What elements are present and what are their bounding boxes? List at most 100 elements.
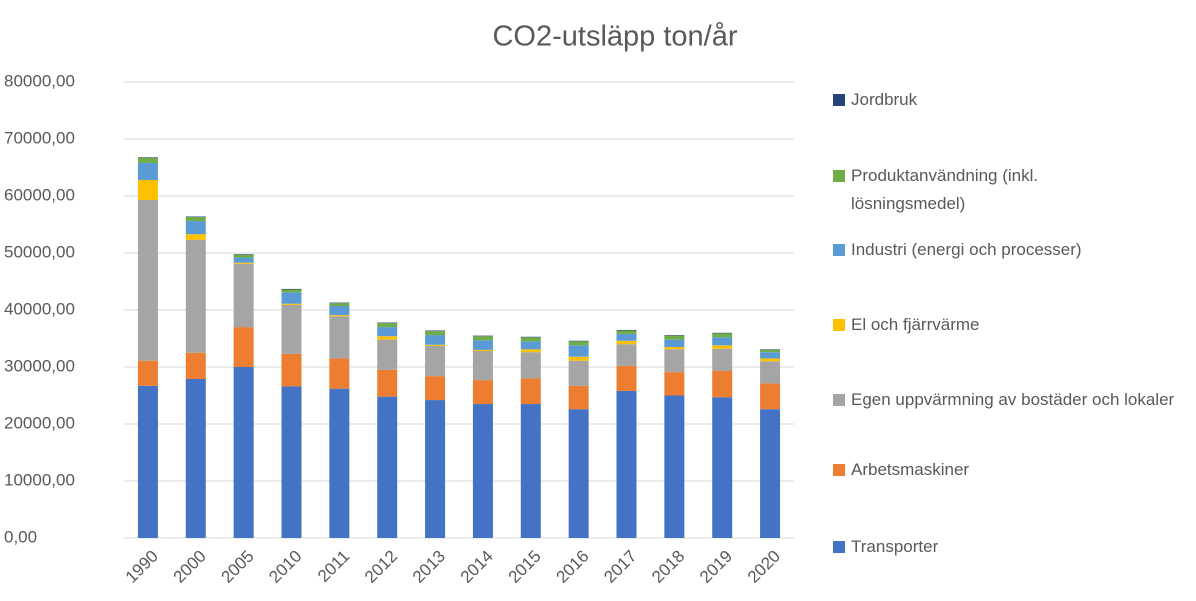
bar-segment (233, 327, 254, 367)
y-tick-label: 20000,00 (4, 413, 75, 432)
bar-segment (472, 404, 493, 538)
bar-segment (616, 390, 637, 538)
bar-segment (377, 322, 398, 324)
legend-item: Industri (energi och processer) (833, 236, 1188, 264)
bar-segment (425, 331, 446, 336)
bar-segment (281, 386, 302, 538)
legend-swatch (833, 244, 845, 256)
bar-segment (760, 352, 781, 359)
bar-segment (472, 380, 493, 405)
y-tick-label: 30000,00 (4, 356, 75, 375)
bar-segment (233, 254, 254, 258)
bar-segment (712, 397, 733, 538)
bar-segment (616, 340, 637, 345)
bar-segment (664, 372, 685, 396)
bar-segment (568, 385, 589, 410)
bar-segment (568, 356, 589, 361)
legend-label: Jordbruk (851, 90, 918, 109)
bar-segment (616, 333, 637, 341)
bar-segment (664, 347, 685, 350)
bar-segment (137, 360, 158, 386)
y-tick-label: 40000,00 (4, 299, 75, 318)
bar-segment (568, 341, 589, 346)
bar-segment (329, 303, 350, 307)
bar-segment (377, 369, 398, 397)
bar-segment (520, 349, 541, 353)
bar-segment (472, 351, 493, 381)
bar-segment (185, 239, 206, 353)
bar-segment (472, 349, 493, 352)
bar-segment (281, 304, 302, 354)
bar-segment (425, 330, 446, 332)
bar-segment (425, 345, 446, 377)
x-tick-label: 2015 (505, 547, 545, 587)
bar-segment (520, 336, 541, 338)
bar-segment (137, 199, 158, 361)
bar-segment (712, 333, 733, 338)
x-tick-label: 2019 (696, 547, 736, 587)
legend-item: Jordbruk (833, 86, 1188, 114)
legend-item: El och fjärrvärme (833, 311, 1188, 339)
y-tick-label: 80000,00 (4, 71, 75, 90)
bar-segment (760, 349, 781, 353)
chart-title: CO2-utsläpp ton/år (492, 21, 737, 53)
x-tick-label: 2014 (457, 547, 497, 587)
y-tick-label: 60000,00 (4, 185, 75, 204)
bar-segment (185, 234, 206, 240)
bar-segment (760, 349, 781, 350)
bar-segment (712, 348, 733, 371)
bar-segment (425, 376, 446, 401)
x-tick-label: 2016 (552, 547, 592, 587)
bar-segment (185, 216, 206, 218)
bar-segment (233, 254, 254, 255)
bar-segment (281, 303, 302, 305)
bar-segment (760, 358, 781, 362)
bar-segment (712, 345, 733, 349)
x-tick-label: 2010 (265, 547, 305, 587)
bar-segment (185, 221, 206, 235)
bar-segment (664, 395, 685, 538)
legend-swatch (833, 541, 845, 553)
bar-segment (329, 388, 350, 538)
bar-segment (233, 367, 254, 538)
bar-segment (233, 262, 254, 264)
bar-segment (472, 340, 493, 350)
legend-label: El och fjärrvärme (851, 315, 980, 334)
bar-segment (137, 180, 158, 200)
bar-segment (664, 335, 685, 336)
bar-segment (377, 339, 398, 370)
y-tick-label: 10000,00 (4, 470, 75, 489)
bar-segment (377, 336, 398, 340)
bar-segment (760, 361, 781, 384)
bar-segment (520, 378, 541, 405)
x-tick-label: 2011 (314, 547, 353, 586)
bar-segment (664, 339, 685, 348)
bar-segment (712, 337, 733, 346)
bar-segment (425, 400, 446, 538)
bar-segment (616, 329, 637, 331)
bar-segment (760, 383, 781, 410)
bar-segment (425, 344, 446, 346)
legend-label: Transporter (851, 537, 939, 556)
x-tick-label: 2005 (217, 547, 257, 587)
legend-label: Industri (energi och processer) (851, 240, 1082, 259)
bar-segment (137, 162, 158, 181)
bar-segment (568, 345, 589, 357)
bar-segment (520, 337, 541, 342)
bar-segment (233, 257, 254, 263)
bar-segment (568, 340, 589, 342)
legend-label: Produktanvändning (inkl. lösningsmedel) (851, 166, 1039, 213)
x-tick-label: 2000 (170, 547, 210, 587)
x-tick-label: 2013 (409, 547, 449, 587)
x-tick-label: 2020 (744, 547, 784, 587)
bar-segment (377, 327, 398, 337)
bar-segment (377, 396, 398, 538)
bar-segment (281, 289, 302, 293)
bar-segment (664, 349, 685, 373)
bar-segment (568, 409, 589, 538)
legend-item: Arbetsmaskiner (833, 456, 1188, 484)
bar-segment (568, 360, 589, 386)
legend-item: Transporter (833, 533, 1188, 561)
bar-segment (329, 316, 350, 359)
